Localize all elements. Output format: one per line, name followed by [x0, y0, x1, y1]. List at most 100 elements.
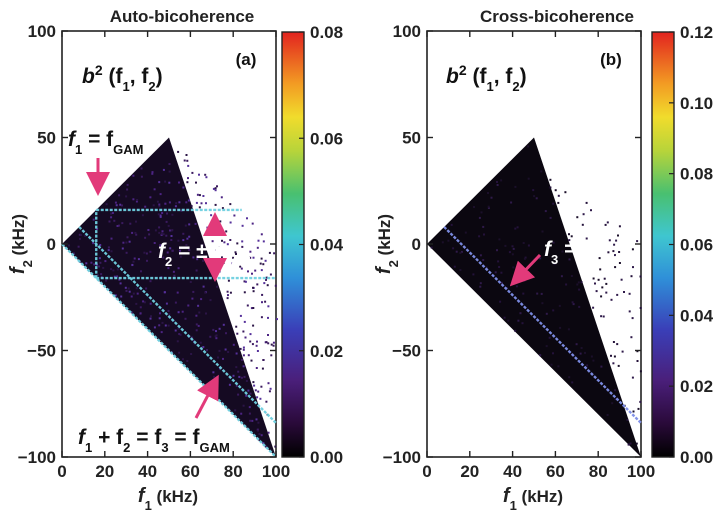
noise-pixel: [479, 254, 482, 257]
noise-pixel: [116, 225, 119, 227]
noise-pixel: [224, 348, 227, 351]
noise-pixel: [140, 270, 142, 273]
noise-pixel: [235, 253, 237, 255]
noise-pixel: [128, 290, 131, 293]
noise-pixel: [527, 145, 530, 148]
noise-pixel: [264, 445, 267, 448]
noise-pixel: [149, 280, 152, 283]
noise-pixel: [146, 259, 148, 262]
noise-pixel: [267, 334, 269, 336]
noise-pixel: [606, 414, 609, 416]
noise-pixel: [612, 362, 615, 365]
noise-pixel: [510, 201, 513, 204]
noise-pixel: [257, 421, 260, 424]
noise-pixel: [239, 265, 242, 268]
noise-pixel: [515, 285, 518, 288]
noise-pixel: [260, 257, 263, 260]
noise-pixel: [629, 442, 632, 445]
annotation-f1-equals-fgam: f1 = fGAM: [68, 128, 144, 157]
noise-pixel: [133, 257, 136, 260]
noise-pixel: [590, 209, 592, 212]
noise-pixel: [523, 257, 526, 260]
noise-pixel: [213, 375, 216, 378]
noise-pixel: [184, 224, 187, 227]
noise-pixel: [151, 171, 154, 174]
noise-pixel: [170, 235, 173, 237]
noise-pixel: [205, 312, 207, 315]
noise-pixel: [464, 231, 467, 234]
noise-pixel: [261, 301, 263, 304]
noise-pixel: [135, 302, 138, 305]
noise-pixel: [153, 242, 156, 244]
noise-pixel: [252, 307, 255, 309]
x-tick-label: 0: [422, 462, 431, 481]
y-tick-label: 100: [393, 22, 421, 41]
noise-pixel: [524, 256, 527, 259]
noise-pixel: [111, 212, 114, 214]
noise-pixel: [636, 360, 639, 362]
annotation-f1-plus-f2: f1 + f2 = f3 = fGAM: [78, 426, 230, 455]
noise-pixel: [517, 319, 520, 322]
noise-pixel: [546, 247, 549, 250]
noise-pixel: [226, 243, 229, 246]
noise-pixel: [256, 246, 259, 249]
noise-pixel: [258, 433, 261, 435]
noise-pixel: [147, 229, 150, 231]
noise-pixel: [257, 239, 260, 242]
noise-pixel: [218, 270, 221, 273]
noise-pixel: [251, 343, 254, 346]
noise-pixel: [220, 196, 223, 199]
noise-pixel: [235, 352, 238, 355]
noise-pixel: [274, 445, 277, 448]
colorbar-tick-label: 0.02: [310, 342, 343, 361]
noise-pixel: [616, 343, 619, 346]
noise-pixel: [214, 203, 217, 206]
noise-pixel: [137, 258, 140, 261]
noise-pixel: [120, 295, 123, 298]
noise-pixel: [252, 286, 254, 289]
noise-pixel: [196, 193, 199, 196]
noise-pixel: [261, 367, 264, 370]
noise-pixel: [460, 250, 463, 253]
noise-pixel: [459, 269, 462, 271]
colorbar-tick-label: 0.04: [680, 306, 714, 325]
panel-b-axes: 0 20 40 60 80 100 100 50 0 −50 −100: [383, 22, 655, 481]
noise-pixel: [585, 201, 588, 204]
noise-pixel: [274, 284, 277, 287]
noise-pixel: [110, 216, 113, 219]
noise-pixel: [540, 170, 543, 173]
noise-pixel: [249, 340, 252, 343]
noise-pixel: [199, 341, 202, 344]
feature-line-3: [61, 243, 277, 458]
noise-pixel: [267, 305, 270, 308]
noise-pixel: [212, 187, 215, 190]
noise-pixel: [208, 385, 211, 388]
noise-pixel: [202, 285, 205, 288]
noise-pixel: [250, 307, 253, 310]
noise-pixel: [216, 376, 219, 378]
noise-pixel: [96, 263, 98, 266]
panel-a-ylabel: f2 (kHz): [7, 214, 35, 274]
noise-pixel: [125, 289, 128, 292]
noise-pixel: [549, 186, 552, 189]
noise-pixel: [216, 285, 218, 288]
noise-pixel: [231, 262, 234, 265]
noise-pixel: [130, 295, 133, 298]
noise-pixel: [483, 233, 485, 236]
noise-pixel: [195, 329, 198, 332]
noise-pixel: [256, 396, 259, 399]
noise-pixel: [267, 342, 270, 345]
noise-pixel: [242, 404, 245, 407]
noise-pixel: [552, 309, 555, 312]
noise-pixel: [78, 233, 81, 236]
noise-pixel: [259, 262, 262, 265]
noise-pixel: [178, 351, 181, 354]
noise-pixel: [545, 312, 548, 315]
noise-pixel: [621, 350, 624, 353]
noise-pixel: [236, 242, 239, 245]
noise-pixel: [241, 240, 244, 243]
noise-pixel: [500, 271, 503, 274]
y-tick-label: 100: [28, 22, 56, 41]
noise-pixel: [126, 183, 129, 186]
